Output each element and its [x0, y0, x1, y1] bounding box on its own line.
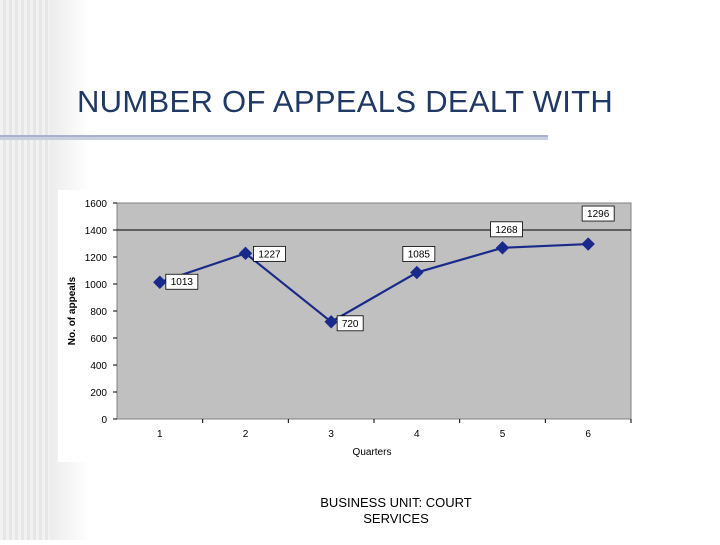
- y-tick-label: 200: [90, 388, 107, 399]
- y-tick-label: 400: [90, 361, 107, 372]
- x-axis-title: Quarters: [353, 447, 392, 458]
- x-tick-label: 4: [414, 429, 420, 440]
- x-tick-label: 3: [328, 429, 334, 440]
- data-label-box: [581, 205, 615, 222]
- y-tick-label: 0: [101, 415, 107, 426]
- data-label: 1013: [171, 277, 194, 288]
- data-point-marker: [153, 275, 167, 289]
- title-underline-accent: [0, 135, 548, 137]
- x-tick-label: 6: [585, 429, 591, 440]
- data-label: 720: [342, 319, 359, 330]
- footer-line-2: SERVICES: [363, 511, 429, 526]
- data-label-box: [336, 315, 364, 332]
- data-label-box: [402, 246, 436, 262]
- footer-caption: BUSINESS UNIT: COURT SERVICES: [296, 495, 496, 527]
- y-tick-label: 600: [90, 334, 107, 345]
- y-tick-label: 1400: [85, 226, 108, 237]
- slide-side-band: [0, 0, 50, 540]
- x-tick-label: 2: [243, 429, 249, 440]
- y-tick-label: 800: [90, 307, 107, 318]
- data-label-box: [253, 245, 286, 262]
- data-label: 1085: [408, 250, 431, 261]
- data-point-marker: [495, 241, 510, 255]
- data-label-box: [490, 221, 523, 238]
- data-label: 1268: [495, 225, 518, 236]
- x-tick-label: 5: [500, 429, 506, 440]
- data-label: 1227: [258, 249, 281, 260]
- series-line: [159, 242, 589, 324]
- data-point-marker: [581, 237, 595, 251]
- slide-title: NUMBER OF APPEALS DEALT WITH: [77, 84, 614, 119]
- title-underline: [0, 135, 548, 140]
- y-tick-label: 1000: [85, 280, 108, 291]
- x-tick-label: 1: [157, 429, 163, 440]
- y-tick-label: 1600: [85, 199, 108, 210]
- y-tick-label: 1200: [85, 253, 108, 264]
- y-axis-title: No. of appeals: [67, 276, 78, 345]
- data-point-marker: [410, 265, 424, 280]
- data-point-marker: [324, 315, 338, 329]
- footer-line-1: BUSINESS UNIT: COURT: [320, 495, 472, 510]
- data-point-marker: [238, 246, 253, 261]
- plot-area: [116, 202, 632, 420]
- data-label: 1296: [587, 209, 610, 220]
